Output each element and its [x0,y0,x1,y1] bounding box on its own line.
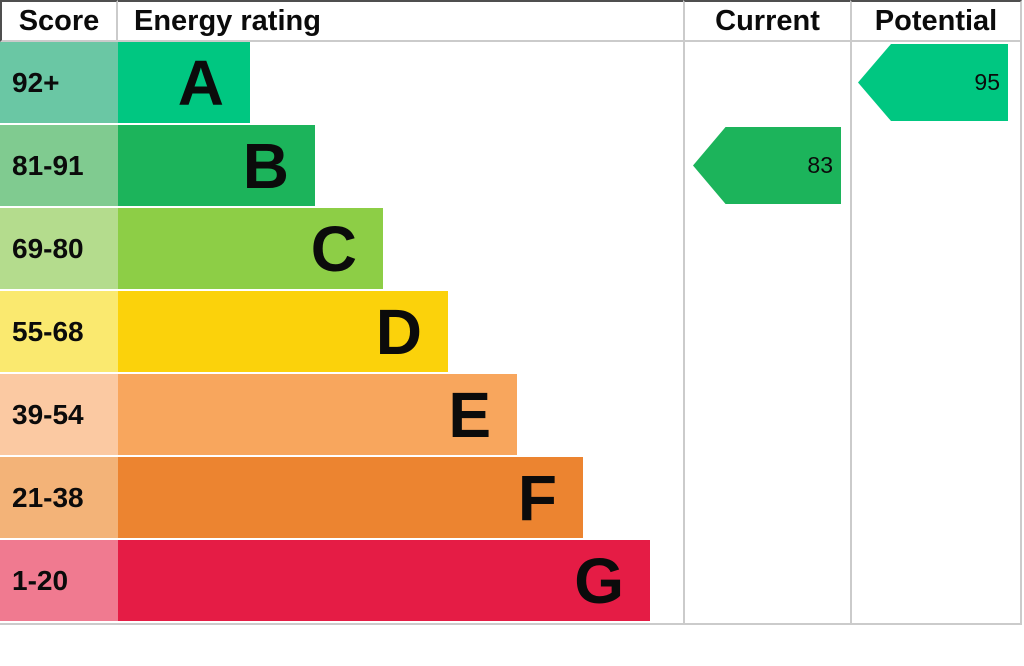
potential-column [850,42,1022,623]
band-score-range: 81-91 [0,125,118,206]
band-score-range: 92+ [0,42,118,123]
current-rating-value: 83 [807,152,833,178]
band-bar-c: C [118,208,383,289]
score-column-header: Score [0,0,118,42]
band-bar-b: B [118,125,315,206]
band-bar-d: D [118,291,448,372]
band-score-range: 1-20 [0,540,118,621]
band-bar-f: F [118,457,583,538]
band-bar-a: A [118,42,250,123]
band-row-b: 81-91 B [0,125,683,206]
band-row-c: 69-80 C [0,208,683,289]
potential-column-header: Potential [850,0,1022,42]
band-score-range: 55-68 [0,291,118,372]
band-row-g: 1-20 G [0,540,683,621]
energy-rating-column-header: Energy rating [118,0,683,42]
band-row-a: 92+ A [0,42,683,123]
current-column-header: Current [683,0,850,42]
energy-rating-header-label: Energy rating [134,4,321,37]
potential-rating-value: 95 [974,69,1000,95]
current-header-label: Current [715,4,820,37]
band-row-e: 39-54 E [0,374,683,455]
potential-rating-arrow: 95 [858,44,1008,121]
score-header-label: Score [18,4,100,37]
band-bar-e: E [118,374,517,455]
table-bottom-border [0,623,1022,625]
potential-header-label: Potential [874,4,998,37]
current-rating-arrow: 83 [693,127,841,204]
band-score-range: 69-80 [0,208,118,289]
band-row-d: 55-68 D [0,291,683,372]
band-score-range: 39-54 [0,374,118,455]
band-bar-g: G [118,540,650,621]
band-score-range: 21-38 [0,457,118,538]
band-row-f: 21-38 F [0,457,683,538]
